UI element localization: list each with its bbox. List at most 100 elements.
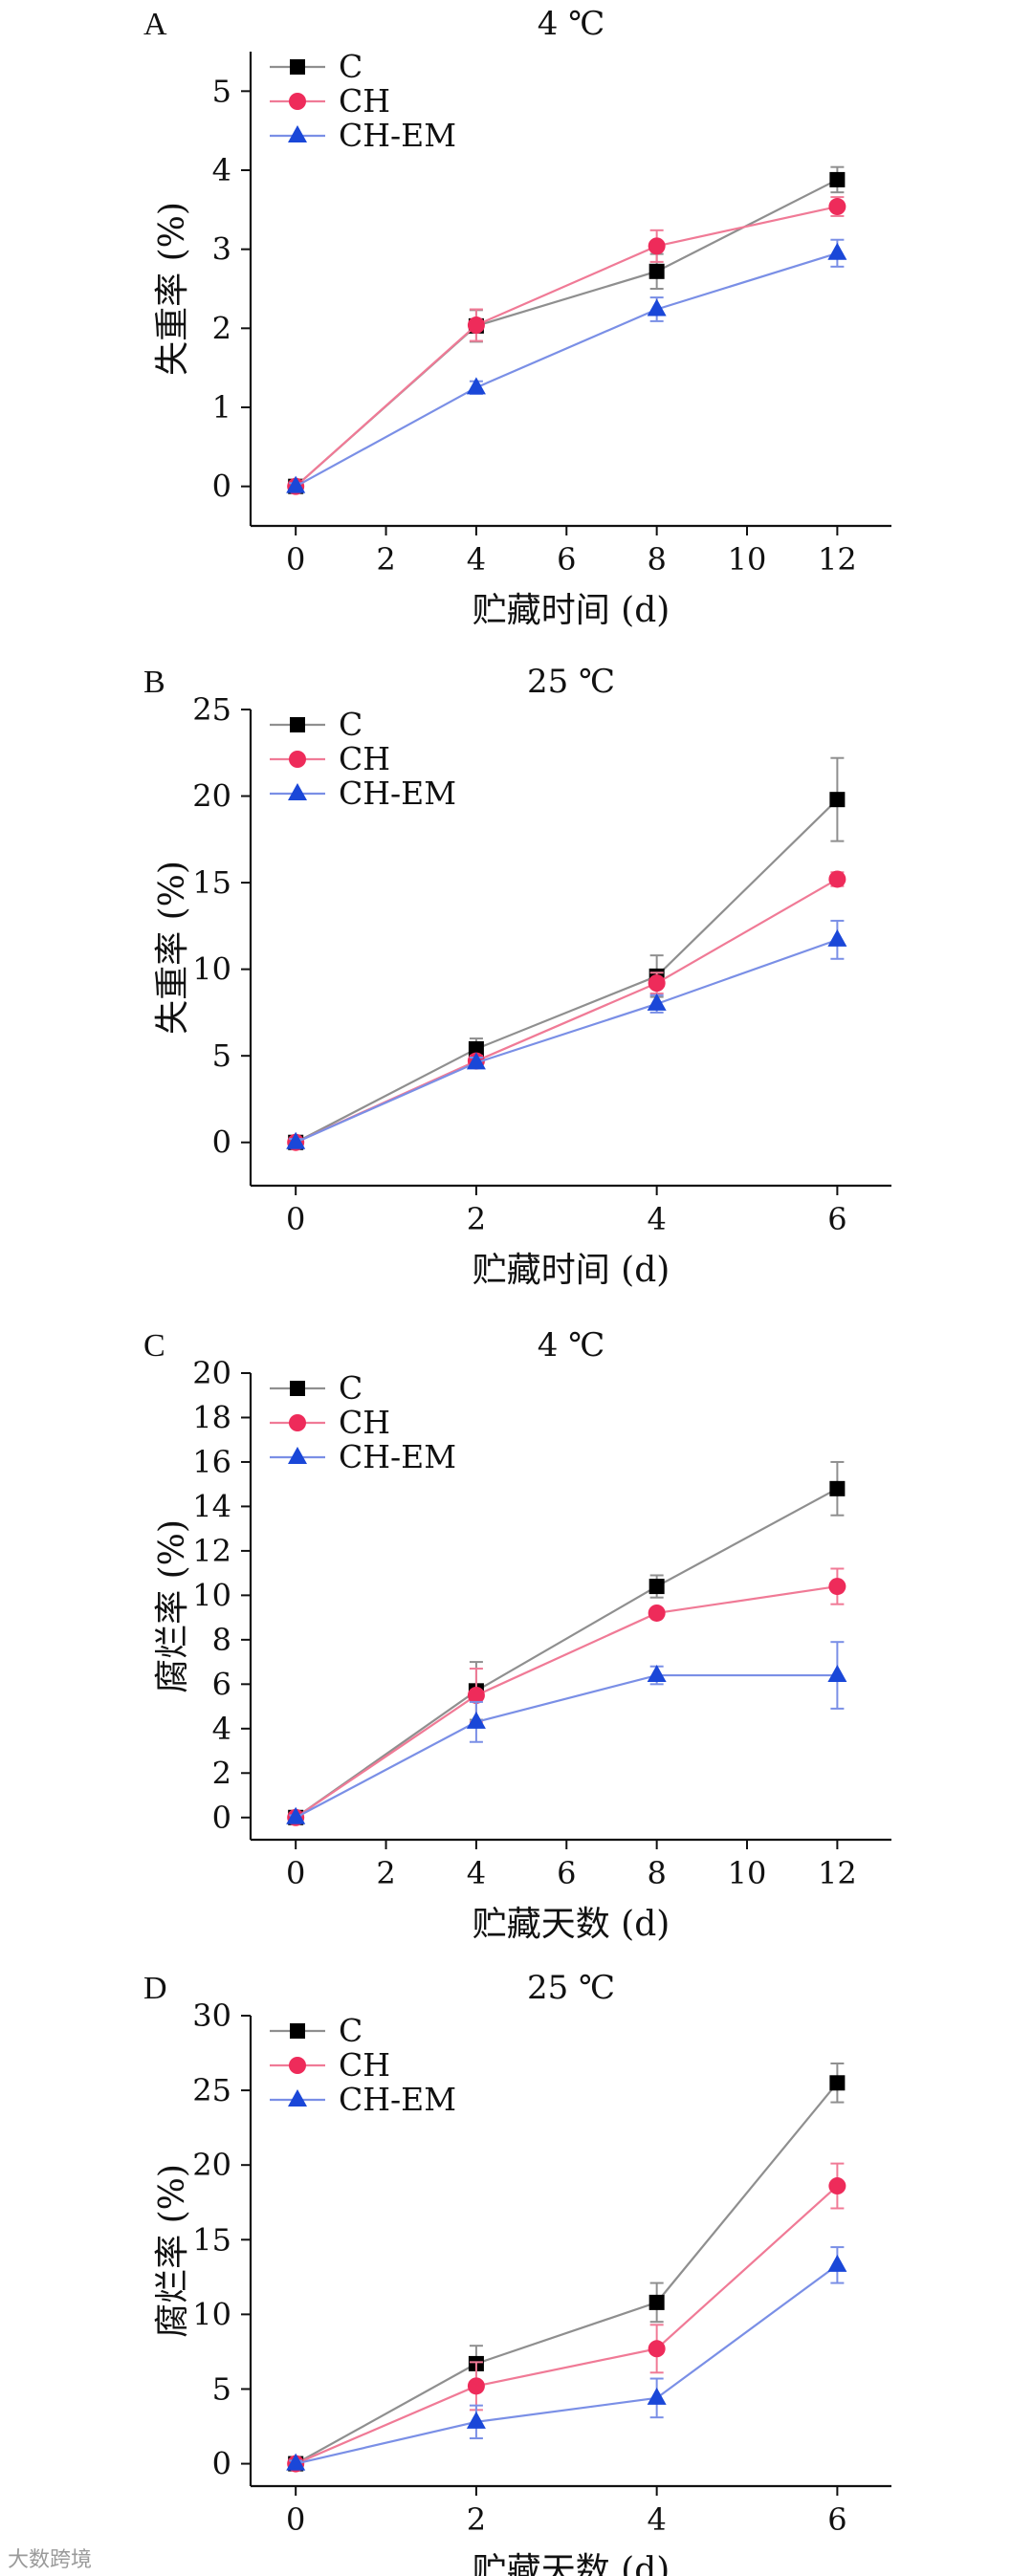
x-tick-label: 4 (647, 1201, 666, 1237)
data-point-ch-em (827, 242, 847, 260)
y-tick-label: 20 (192, 778, 231, 815)
y-tick-label: 3 (212, 231, 231, 268)
x-tick-label: 0 (286, 541, 305, 578)
data-point-c (829, 171, 846, 187)
legend-label-c: C (339, 2012, 363, 2049)
series-line-ch (295, 878, 838, 1144)
x-tick-label: 2 (467, 1201, 486, 1237)
x-tick-label: 4 (647, 2501, 666, 2538)
x-tick-label: 2 (376, 1855, 395, 1891)
y-tick-label: 2 (212, 310, 231, 346)
x-tick-label: 10 (728, 541, 767, 578)
legend-marker-c (290, 1381, 305, 1396)
legend-marker-ch-em (288, 2089, 307, 2107)
legend-label-c: C (339, 706, 363, 743)
legend-marker-c (290, 717, 305, 732)
x-tick-label: 0 (286, 2501, 305, 2538)
x-tick-label: 4 (467, 1855, 486, 1891)
legend-label-ch: CH (339, 82, 390, 120)
y-tick-label: 25 (192, 691, 231, 728)
x-tick-label: 2 (376, 541, 395, 578)
data-point-ch-em (647, 298, 667, 317)
chart-title: 4 ℃ (538, 1326, 604, 1364)
y-tick-label: 0 (212, 1800, 231, 1836)
chart-title: 4 ℃ (538, 5, 604, 43)
y-tick-label: 4 (212, 152, 231, 188)
data-point-ch (648, 2340, 666, 2358)
chart-title: 25 ℃ (527, 663, 615, 701)
data-point-ch (828, 2177, 846, 2195)
x-tick-label: 2 (467, 2501, 486, 2538)
panel-label: C (143, 1328, 165, 1364)
chart-panel-d: 0 2 4 6 0 5 10 15 20 25 30 D 25 ℃ 贮藏天数 (d) 腐烂率 (%) CCHC… (143, 1969, 891, 2576)
data-point-ch (648, 974, 666, 993)
data-point-c (829, 2075, 846, 2091)
data-point-ch-em (286, 1806, 306, 1824)
x-tick-label: 4 (467, 541, 486, 578)
x-tick-label: 0 (286, 1201, 305, 1237)
series-line-c (295, 178, 838, 488)
data-point-ch (828, 870, 846, 888)
legend-label-ch-em: CH-EM (339, 2081, 456, 2118)
data-point-ch-em (647, 1665, 667, 1683)
x-axis-title: 贮藏时间 (d) (473, 591, 670, 630)
y-tick-label: 0 (212, 1124, 231, 1161)
panel-label: B (143, 665, 165, 700)
y-tick-label: 15 (192, 864, 231, 901)
legend-marker-c (290, 2023, 305, 2039)
x-tick-label: 6 (557, 541, 576, 578)
y-tick-label: 5 (212, 2370, 231, 2407)
chart-title: 25 ℃ (527, 1969, 615, 2007)
data-point-ch (828, 198, 846, 216)
y-tick-label: 15 (192, 2221, 231, 2258)
legend-marker-ch-em (288, 783, 307, 800)
x-axis-title: 贮藏时间 (d) (473, 1251, 670, 1290)
series-line-ch-em (295, 251, 838, 488)
x-tick-label: 6 (827, 2501, 846, 2538)
series-line-c (295, 2082, 839, 2465)
x-axis-title: 贮藏天数 (d) (473, 1905, 670, 1944)
series-line-ch (295, 1584, 838, 1819)
legend-label-ch-em: CH-EM (339, 1438, 456, 1475)
legend-marker-c (290, 59, 305, 75)
series-line-ch (295, 205, 838, 488)
data-point-ch (467, 317, 485, 335)
data-point-ch-em (286, 2453, 306, 2471)
y-axis-title: 失重率 (%) (153, 202, 192, 376)
data-point-ch-em (647, 2387, 667, 2405)
y-axis-title: 失重率 (%) (153, 861, 192, 1035)
legend-label-ch: CH (339, 1404, 390, 1441)
data-point-ch (648, 237, 666, 255)
y-tick-label: 20 (192, 1355, 231, 1391)
y-tick-label: 14 (192, 1488, 231, 1524)
x-tick-label: 8 (647, 541, 666, 578)
series-line-ch-em (295, 1673, 838, 1819)
data-point-c (468, 1040, 484, 1057)
y-tick-label: 25 (192, 2072, 231, 2108)
series-line-ch-em (295, 938, 838, 1144)
data-point-ch-em (647, 993, 667, 1011)
y-tick-label: 10 (192, 1577, 231, 1613)
x-tick-label: 6 (827, 1201, 846, 1237)
legend-label-ch: CH (339, 2046, 390, 2084)
y-tick-label: 10 (192, 951, 231, 988)
x-axis-title: 贮藏天数 (d) (473, 2551, 670, 2576)
chart-panel-b: 0 2 4 6 0 5 10 15 20 25 B 25 ℃ 贮藏时间 (d) 失重率 (%) CCHCH-… (143, 663, 891, 1290)
y-tick-label: 1 (212, 389, 231, 426)
data-point-ch-em (827, 2254, 847, 2272)
legend-marker-ch (289, 751, 306, 768)
y-tick-label: 0 (212, 2446, 231, 2482)
x-tick-label: 10 (728, 1855, 767, 1891)
series-line-ch-em (295, 2263, 839, 2465)
chart-panel-c: 0 2 4 6 8 10 12 0 2 4 6 8 10 12 14 16 18 20 C 4 ℃ 贮藏天数 (d) 腐烂… (143, 1326, 891, 1944)
series-line-c (295, 798, 839, 1144)
y-tick-label: 10 (192, 2296, 231, 2332)
legend-label-ch-em: CH-EM (339, 117, 456, 154)
data-point-ch-em (286, 1131, 306, 1149)
legend-marker-ch-em (288, 1447, 307, 1464)
legend-label-ch: CH (339, 740, 390, 777)
data-point-ch (828, 1578, 846, 1596)
x-tick-label: 8 (647, 1855, 666, 1891)
series-line-ch (295, 2185, 839, 2465)
